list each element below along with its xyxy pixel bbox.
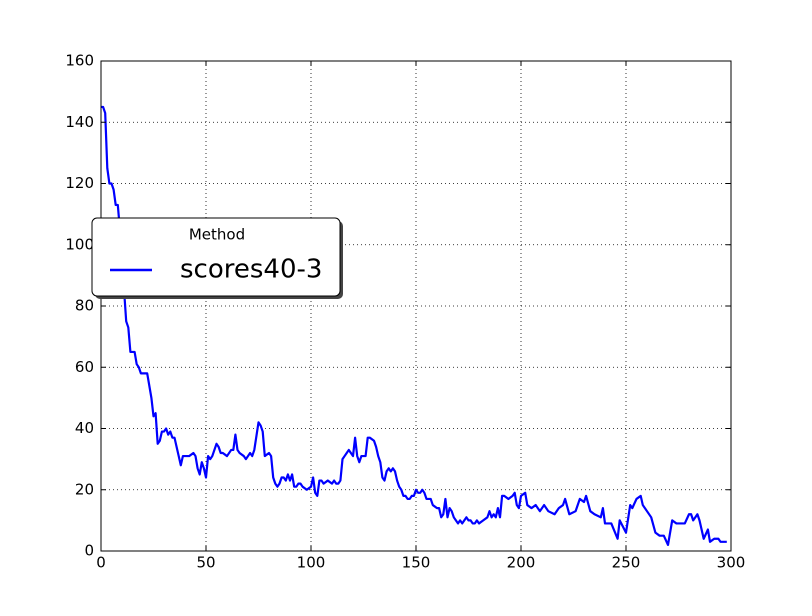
series-line	[101, 105, 727, 546]
y-tick-label: 40	[75, 419, 94, 437]
y-tick-label: 100	[65, 235, 94, 253]
legend-box	[91, 217, 341, 297]
x-tick-label: 300	[717, 554, 746, 572]
x-tick-label: 0	[96, 554, 106, 572]
x-tick-label: 250	[612, 554, 641, 572]
x-tick-label: 200	[507, 554, 536, 572]
y-tick-label: 20	[75, 480, 94, 498]
legend-title: Method	[189, 226, 245, 244]
legend: Method scores40-3	[91, 217, 343, 299]
y-tick-label: 160	[65, 52, 94, 70]
y-tick-label: 140	[65, 113, 94, 131]
x-tick-label: 50	[196, 554, 215, 572]
series-layer	[101, 105, 727, 546]
y-tick-label: 0	[84, 542, 94, 560]
ticks: 0 50 100 150 200 250 300 0 20 40 60 80 100 120 140 160	[65, 52, 745, 572]
x-tick-label: 100	[297, 554, 326, 572]
x-tick-label: 150	[402, 554, 431, 572]
y-tick-label: 80	[75, 297, 94, 315]
y-tick-label: 60	[75, 358, 94, 376]
legend-label: scores40-3	[180, 255, 322, 285]
y-tick-label: 120	[65, 174, 94, 192]
